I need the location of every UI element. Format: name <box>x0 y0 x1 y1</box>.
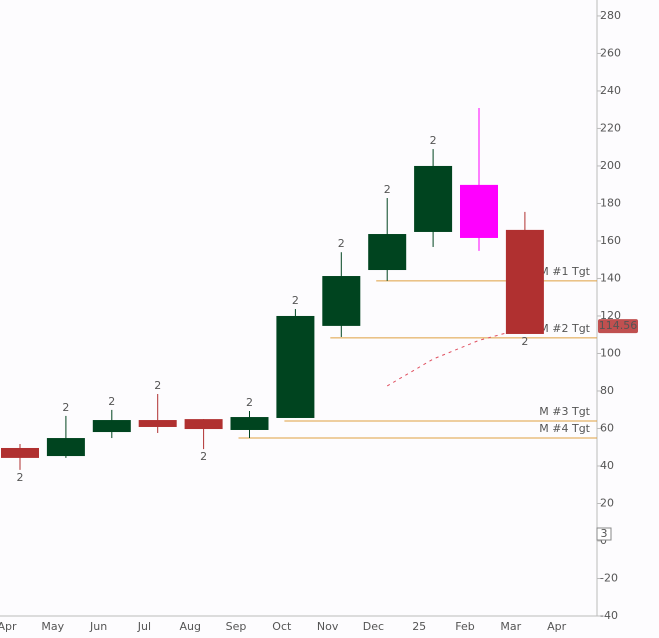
candle-body <box>1 447 39 458</box>
signal-label: 2 <box>154 379 161 392</box>
x-tick-label: May <box>41 620 64 633</box>
y-tick-label: 40 <box>600 459 614 472</box>
y-tick-label: 20 <box>600 496 614 509</box>
candle-body <box>92 420 131 433</box>
candle-body <box>276 315 315 418</box>
y-tick-label: 160 <box>600 234 621 247</box>
x-tick-label: Jul <box>137 620 151 633</box>
candle-body <box>460 184 498 238</box>
badge: 3 <box>601 527 608 540</box>
x-tick-label: Apr <box>547 620 567 633</box>
target-label: M #3 Tgt <box>539 405 590 418</box>
y-tick-label: -40 <box>600 609 618 622</box>
projection-line <box>386 327 526 387</box>
target-label: M #1 Tgt <box>539 265 590 278</box>
y-tick-label: 180 <box>600 196 621 209</box>
signal-label: 2 <box>430 134 437 147</box>
candle-body <box>46 438 85 457</box>
candle-body <box>138 420 177 427</box>
target-label: M #2 Tgt <box>539 322 590 335</box>
candle-body <box>414 165 453 232</box>
y-tick-label: 200 <box>600 159 621 172</box>
y-tick-label: 100 <box>600 346 621 359</box>
x-tick-label: Jun <box>89 620 107 633</box>
y-tick-label: 140 <box>600 271 621 284</box>
signal-label: 2 <box>521 335 528 348</box>
signal-label: 2 <box>338 237 345 250</box>
y-tick-label: 260 <box>600 46 621 59</box>
y-tick-label: 120 <box>600 309 621 322</box>
x-tick-label: Nov <box>317 620 339 633</box>
signal-label: 2 <box>292 294 299 307</box>
candle-body <box>230 417 269 430</box>
badge-box <box>596 527 612 541</box>
y-tick-label: 220 <box>600 121 621 134</box>
signal-label: 2 <box>17 471 24 484</box>
y-tick-label: -20 <box>600 571 618 584</box>
signal-label: 2 <box>246 396 253 409</box>
x-tick-label: Feb <box>455 620 474 633</box>
price-tag-label: 114.56 <box>599 319 638 332</box>
target-label: M #4 Tgt <box>539 422 590 435</box>
candle-body <box>368 234 407 271</box>
candle-body <box>322 276 361 326</box>
y-tick-label: 240 <box>600 84 621 97</box>
x-tick-label: Apr <box>0 620 17 633</box>
signal-label: 2 <box>108 395 115 408</box>
x-tick-label: Mar <box>500 620 521 633</box>
candle-body <box>184 419 223 430</box>
y-tick-label: 280 <box>600 9 621 22</box>
candle-body <box>505 229 544 334</box>
signal-label: 2 <box>62 401 69 414</box>
y-tick-label: 60 <box>600 421 614 434</box>
x-tick-label: Oct <box>272 620 292 633</box>
x-tick-label: 25 <box>412 620 426 633</box>
y-tick-label: 80 <box>600 384 614 397</box>
x-tick-label: Sep <box>226 620 247 633</box>
signal-label: 2 <box>384 183 391 196</box>
price-tag <box>598 319 638 334</box>
x-tick-label: Aug <box>179 620 200 633</box>
signal-label: 2 <box>200 450 207 463</box>
x-tick-label: Dec <box>363 620 384 633</box>
